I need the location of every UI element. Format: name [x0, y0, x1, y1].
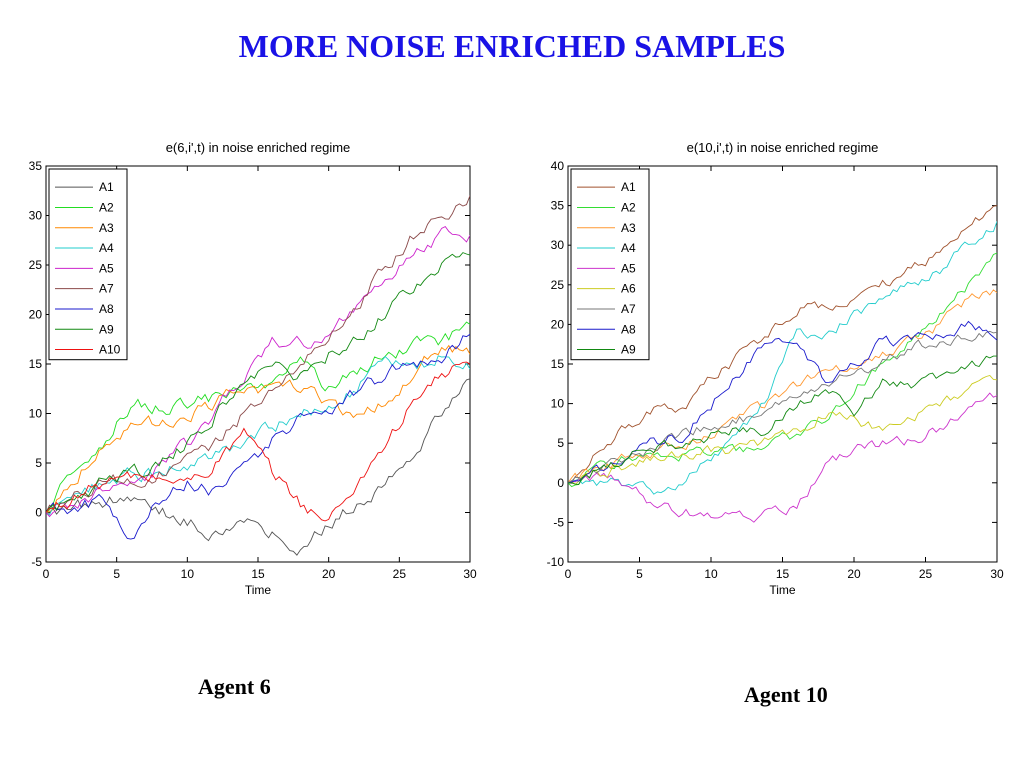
agent-6-x-axis-label: Time	[245, 583, 272, 597]
agent-10-y-tick-label: 20	[551, 317, 565, 331]
agent-6-y-tick-label: 35	[29, 159, 43, 173]
agent-10-y-tick-label: 10	[551, 397, 565, 411]
agent-10-y-tick-label: -5	[553, 515, 564, 529]
agent-6-series-group	[46, 195, 470, 556]
agent-6-y-tick-label: 30	[29, 209, 43, 223]
agent-10-y-tick-label: 5	[557, 436, 564, 450]
agent-10-series-line-a2	[568, 252, 997, 488]
agent-6-y-tick-label: 15	[29, 357, 43, 371]
agent-10-caption: Agent 10	[744, 682, 828, 707]
agent-10-legend-box	[570, 168, 650, 361]
agent-6-y-tick-label: 25	[29, 258, 43, 272]
agent-6-y-tick-label: 0	[35, 506, 42, 520]
agent-10-x-tick-label: 20	[847, 567, 861, 581]
agent-6-series-line-a9	[46, 252, 470, 513]
agent-6-chart-svg: e(6,i',t) in noise enriched regime 0 5 10 15…	[29, 140, 477, 597]
agent-10-series-line-a7	[568, 330, 997, 484]
agent-10-legend-label-a7: A7	[621, 302, 636, 316]
agent-6-legend-label-a5: A5	[99, 261, 114, 275]
agent-6-series-line-a5	[46, 226, 470, 518]
agent-10-series-line-a9	[568, 355, 997, 485]
agent-6-legend-label-a9: A9	[99, 322, 114, 336]
agent-10-y-tick-label: 15	[551, 357, 565, 371]
agent-6-series-line-a3	[46, 344, 470, 513]
agent-6-y-tick-label: 10	[29, 407, 43, 421]
agent-10-x-tick-label: 0	[565, 567, 572, 581]
agent-10-legend-label-a2: A2	[621, 200, 636, 214]
agent-6-legend-label-a4: A4	[99, 241, 114, 255]
agent-6-legend-label-a2: A2	[99, 200, 114, 214]
agent-10-legend-label-a5: A5	[621, 261, 636, 275]
agent-10-legend-label-a6: A6	[621, 282, 636, 296]
agent-10-series-line-a6	[568, 374, 997, 486]
agent-10-chart-title: e(10,i',t) in noise enriched regime	[687, 140, 879, 155]
agent-10-legend-label-a3: A3	[621, 221, 636, 235]
agent-6-x-tick-label: 0	[43, 567, 50, 581]
agent-6-x-tick-label: 30	[463, 567, 477, 581]
agent-10-y-tick-label: 40	[551, 159, 565, 173]
agent-10-y-tick-label: 0	[557, 476, 564, 490]
agent-6-series-line-a2	[46, 321, 470, 513]
agent-10-legend-label-a9: A9	[621, 343, 636, 357]
agent-10-y-tick-label: 30	[551, 238, 565, 252]
agent-10-x-tick-label: 10	[704, 567, 718, 581]
agent-6-series-line-a1	[46, 378, 470, 556]
agent-10-series-line-a5	[568, 392, 997, 523]
agent-6-legend-label-a7: A7	[99, 282, 114, 296]
agent-10-x-tick-label: 15	[776, 567, 790, 581]
agent-6-x-tick-label: 20	[322, 567, 336, 581]
agent-6-legend-label-a10: A10	[99, 343, 121, 357]
agent-10-legend-label-a1: A1	[621, 180, 636, 194]
agent-10-series-line-a1	[568, 205, 997, 484]
agent-10-legend-label-a4: A4	[621, 241, 636, 255]
agent-10-x-axis-label: Time	[769, 583, 796, 597]
slide-title: MORE NOISE ENRICHED SAMPLES	[238, 28, 786, 64]
agent-6-x-tick-label: 10	[181, 567, 195, 581]
agent-6-y-tick-label: 20	[29, 308, 43, 322]
agent-10-x-tick-label: 30	[990, 567, 1004, 581]
agent-6-chart: e(6,i',t) in noise enriched regime 0 5 10 15…	[0, 130, 500, 610]
agent-10-series-line-a4	[568, 221, 997, 495]
agent-6-series-line-a8	[46, 333, 470, 540]
agent-6-legend-label-a8: A8	[99, 302, 114, 316]
agent-10-series-line-a3	[568, 289, 997, 484]
agent-10-chart-svg: e(10,i',t) in noise enriched regime 0 5 10 1…	[547, 140, 1004, 597]
agent-6-legend-label-a1: A1	[99, 180, 114, 194]
agent-6-legend-box	[48, 168, 128, 361]
agent-6-y-tick-label: -5	[31, 555, 42, 569]
agent-6-legend-label-a3: A3	[99, 221, 114, 235]
agent-6-y-tick-label: 5	[35, 456, 42, 470]
agent-10-series-line-a8	[568, 320, 997, 484]
agent-6-x-tick-label: 5	[113, 567, 120, 581]
agent-10-x-tick-label: 25	[919, 567, 933, 581]
agent-6-x-tick-label: 15	[251, 567, 265, 581]
agent-10-y-tick-label: 25	[551, 278, 565, 292]
agent-10-y-tick-label: 35	[551, 199, 565, 213]
agent-10-legend-label-a8: A8	[621, 322, 636, 336]
agent-10-chart: e(10,i',t) in noise enriched regime 0 5 10 1…	[520, 130, 1020, 610]
agent-10-y-tick-label: -10	[547, 555, 565, 569]
agent-6-chart-title: e(6,i',t) in noise enriched regime	[166, 140, 351, 155]
agent-6-caption: Agent 6	[198, 674, 271, 699]
agent-10-series-group	[568, 205, 997, 523]
agent-6-series-line-a10	[46, 361, 470, 522]
agent-10-x-tick-label: 5	[636, 567, 643, 581]
agent-6-series-line-a4	[46, 355, 470, 516]
agent-6-x-tick-label: 25	[393, 567, 407, 581]
